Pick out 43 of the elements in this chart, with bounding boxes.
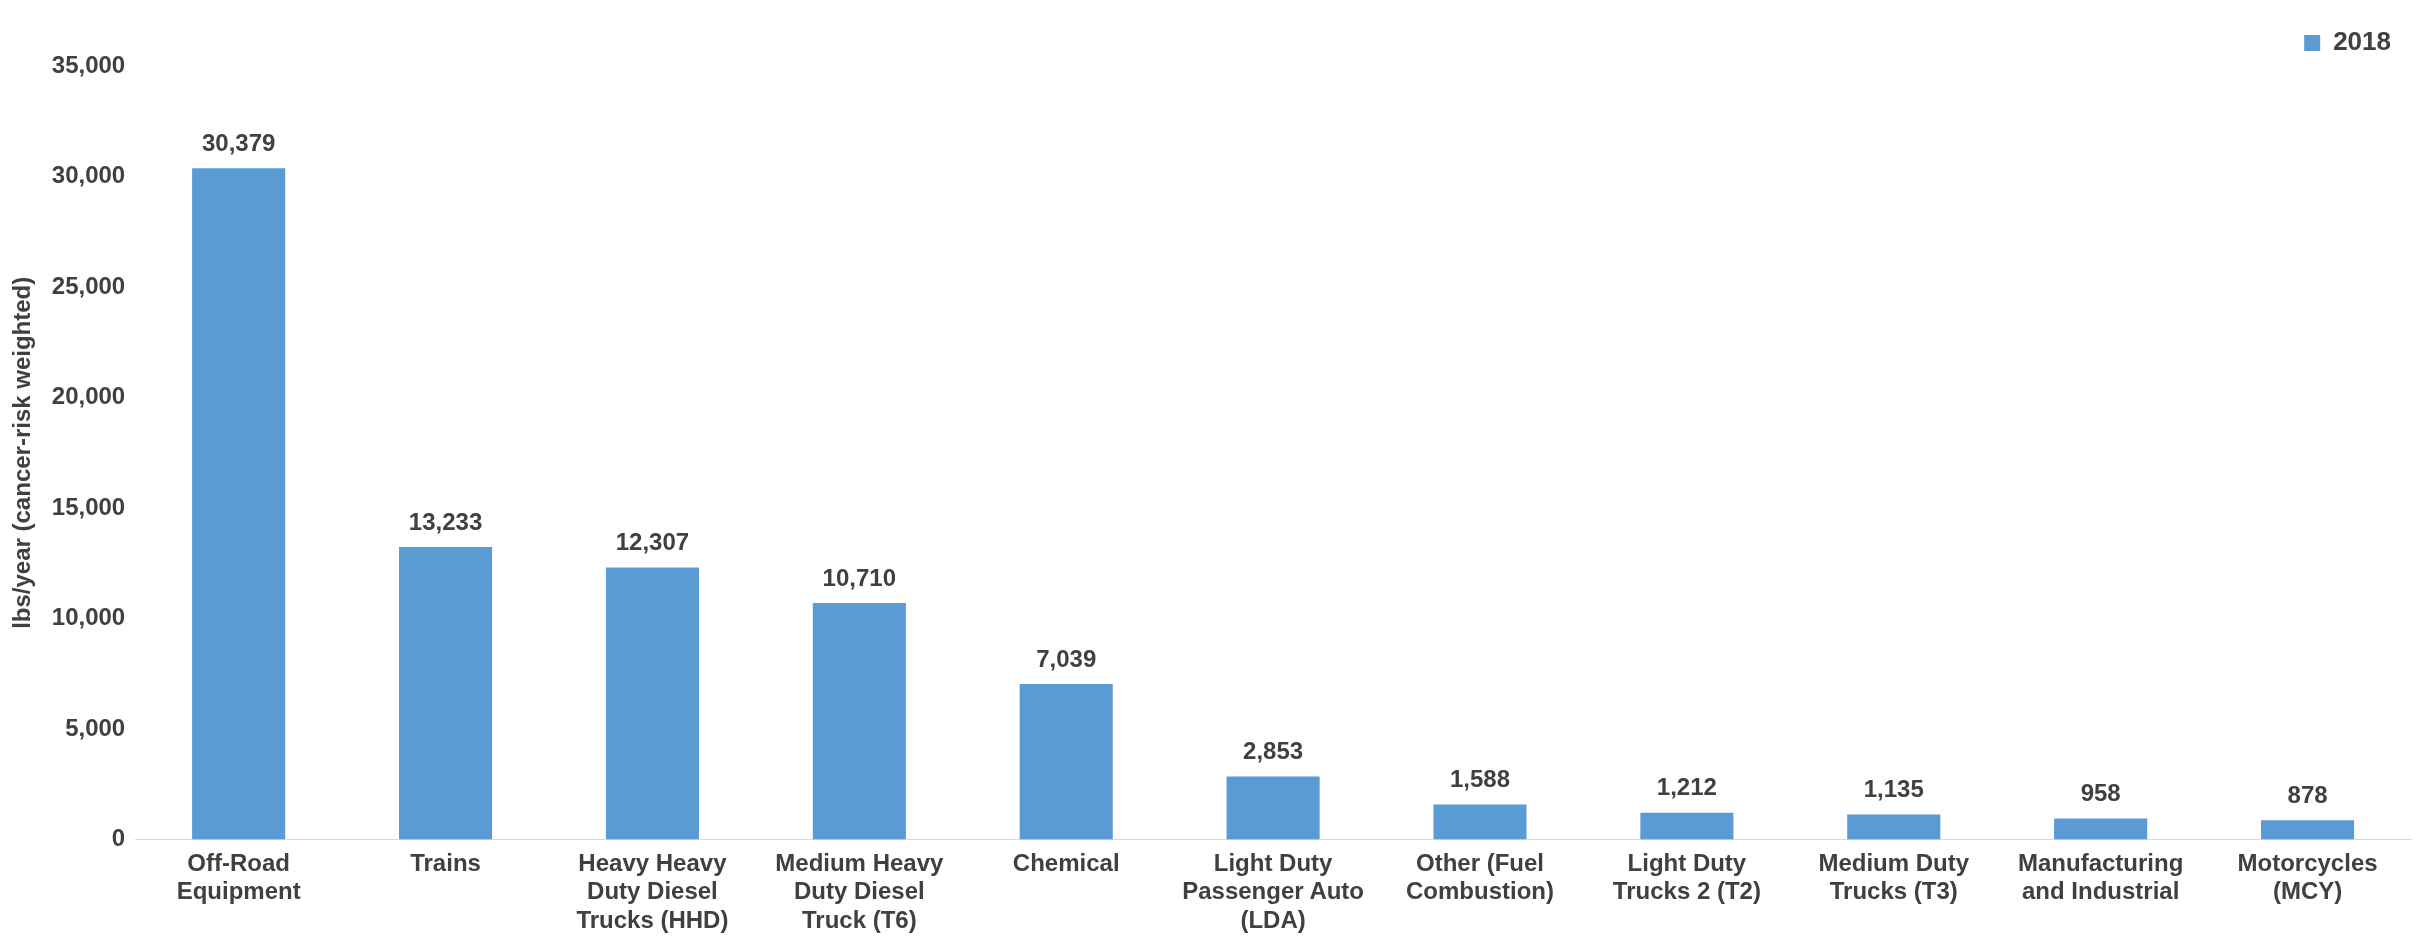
legend-label: 2018 (2333, 26, 2391, 57)
x-tick-label: Medium Duty Trucks (T3) (1818, 848, 1970, 905)
bar (192, 168, 286, 840)
x-tick-label: Manufacturing and Industrial (2018, 848, 2184, 905)
data-label: 30,379 (201, 128, 276, 156)
data-label: 12,307 (615, 528, 690, 556)
y-tick-label: 25,000 (51, 271, 126, 299)
bar (605, 567, 699, 840)
x-tick-label: Medium Heavy Duty Diesel Truck (T6) (775, 848, 944, 934)
data-label: 878 (2287, 780, 2328, 808)
y-tick-label: 20,000 (51, 382, 126, 410)
x-tick-label: Trains (410, 848, 481, 876)
data-label: 7,039 (1036, 644, 1097, 672)
bar (1847, 814, 1941, 840)
x-tick-label: Heavy Heavy Duty Diesel Trucks (HHD) (576, 848, 729, 934)
bar (398, 547, 493, 840)
data-label: 1,588 (1449, 765, 1511, 793)
x-tick-label: Off-Road Equipment (176, 848, 301, 905)
data-label: 2,853 (1243, 737, 1304, 765)
bar (1226, 776, 1320, 840)
x-tick-label: Other (Fuel Combustion) (1406, 848, 1554, 905)
y-tick-label: 10,000 (51, 603, 126, 631)
data-label: 13,233 (408, 507, 483, 535)
y-axis-title: lbs/year (cancer-risk weighted) (8, 276, 36, 629)
y-tick-label: 35,000 (51, 50, 126, 78)
data-label: 1,135 (1863, 775, 1924, 803)
x-tick-label: Chemical (1012, 848, 1120, 876)
y-tick-label: 15,000 (51, 492, 126, 520)
bar (1433, 804, 1527, 840)
data-label: 1,212 (1656, 773, 1717, 801)
bar (1640, 812, 1734, 840)
bar (2261, 820, 2355, 840)
data-label: 10,710 (822, 563, 897, 591)
x-tick-label: Light Duty Trucks 2 (T2) (1612, 848, 1761, 905)
x-tick-label: Motorcycles (MCY) (2237, 848, 2378, 905)
bar (2054, 818, 2148, 840)
data-label: 958 (2080, 779, 2121, 807)
bar (1019, 684, 1113, 840)
bar (812, 602, 906, 840)
y-tick-label: 0 (111, 824, 126, 852)
y-tick-label: 30,000 (51, 161, 126, 189)
y-tick-label: 5,000 (65, 713, 126, 741)
x-tick-label: Light Duty Passenger Auto (LDA) (1182, 848, 1365, 934)
